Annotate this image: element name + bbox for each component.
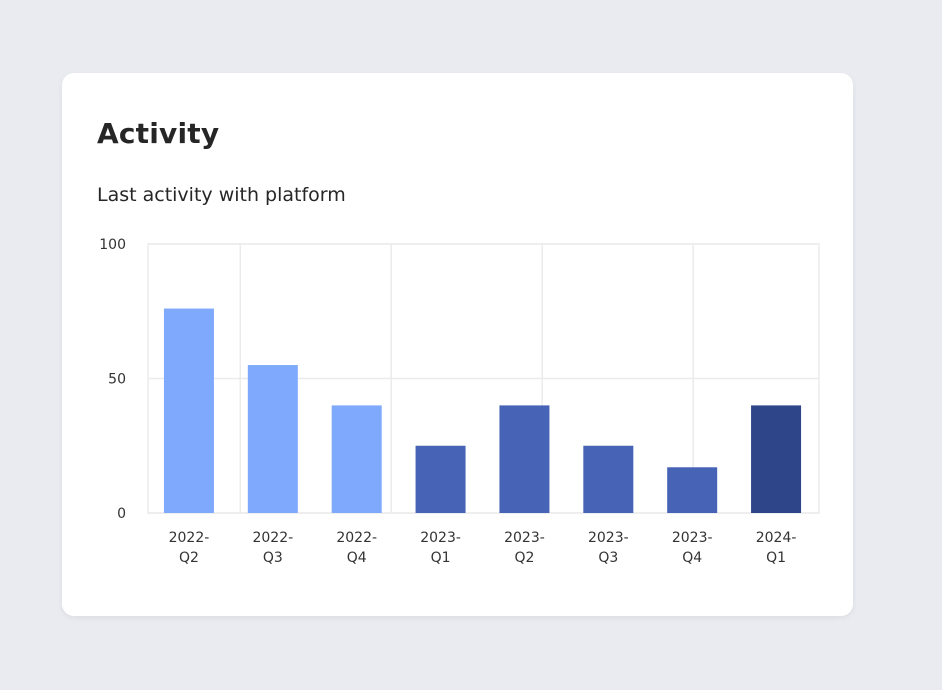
bar-2023-q4: [667, 467, 718, 513]
card-title: Activity: [97, 117, 220, 150]
x-tick-label-line: 2023-: [672, 530, 713, 546]
activity-card: Activity Last activity with platform 0 50…: [62, 73, 853, 616]
y-axis-ticks: 0 50 100: [99, 237, 126, 522]
bar-2024-q1: [751, 405, 802, 513]
bar-2022-q3: [247, 365, 298, 513]
x-tick-label: 2023- Q3: [588, 530, 629, 566]
x-tick-label: 2022- Q3: [252, 530, 293, 566]
y-tick-label: 0: [117, 506, 126, 522]
x-tick-label-line: 2022-: [336, 530, 377, 546]
x-tick-label-line: 2022-: [169, 530, 210, 546]
y-tick-label: 100: [99, 237, 126, 253]
y-tick-label: 50: [108, 372, 126, 388]
x-tick-label-line: Q3: [263, 550, 283, 566]
bar-2022-q4: [331, 405, 382, 513]
x-tick-label-line: 2023-: [420, 530, 461, 546]
x-tick-label: 2024- Q1: [756, 530, 797, 566]
x-tick-label-line: Q3: [598, 550, 618, 566]
x-tick-label-line: 2024-: [756, 530, 797, 546]
x-tick-label-line: 2023-: [588, 530, 629, 546]
x-tick-label: 2023- Q4: [672, 530, 713, 566]
x-axis-ticks: 2022-Q22022-Q32022-Q42023-Q12023-Q22023-…: [169, 530, 797, 566]
x-tick-label-line: Q4: [682, 550, 702, 566]
bar-2023-q2: [499, 405, 550, 513]
bar-2023-q3: [583, 445, 634, 513]
x-tick-label-line: Q1: [431, 550, 451, 566]
chart-bars: [163, 308, 802, 513]
x-tick-label: 2023- Q1: [420, 530, 461, 566]
x-tick-label-line: Q4: [347, 550, 367, 566]
bar-2022-q2: [163, 308, 214, 513]
bar-2023-q1: [415, 445, 466, 513]
x-tick-label: 2023- Q2: [504, 530, 545, 566]
x-tick-label-line: Q2: [514, 550, 534, 566]
x-tick-label-line: Q2: [179, 550, 199, 566]
x-tick-label: 2022- Q2: [169, 530, 210, 566]
x-tick-label-line: 2022-: [252, 530, 293, 546]
x-tick-label-line: 2023-: [504, 530, 545, 546]
card-subtitle: Last activity with platform: [97, 184, 346, 206]
x-tick-label-line: Q1: [766, 550, 786, 566]
x-tick-label: 2022- Q4: [336, 530, 377, 566]
